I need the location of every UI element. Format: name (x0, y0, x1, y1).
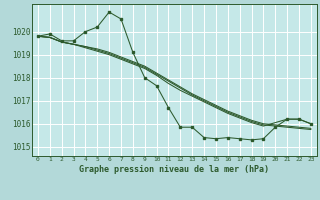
X-axis label: Graphe pression niveau de la mer (hPa): Graphe pression niveau de la mer (hPa) (79, 165, 269, 174)
